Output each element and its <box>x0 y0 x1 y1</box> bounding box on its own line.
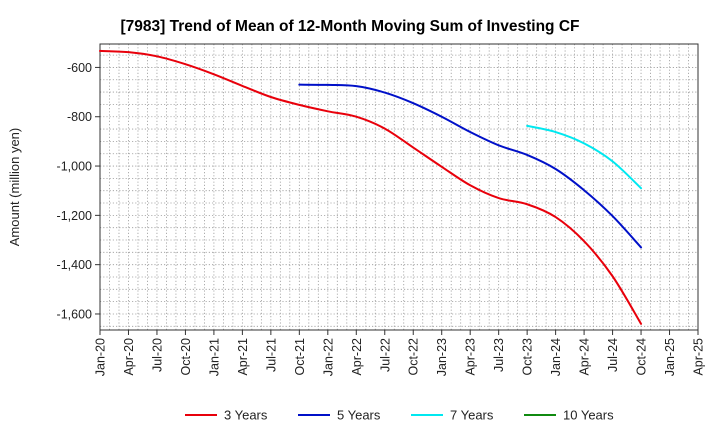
series-line-7-years <box>526 124 643 190</box>
x-tick-label: Apr-21 <box>236 338 250 376</box>
y-tick-label: -1,400 <box>57 258 92 272</box>
x-tick-label: Jan-22 <box>321 338 335 376</box>
x-tick-label: Apr-25 <box>692 338 706 376</box>
x-tick-label: Oct-22 <box>407 338 421 376</box>
x-tick-label: Oct-20 <box>179 338 193 376</box>
x-tick-label: Jan-21 <box>207 338 221 376</box>
x-tick-label: Jul-21 <box>264 338 278 372</box>
x-tick-label: Oct-24 <box>635 338 649 376</box>
x-tick-label: Jul-24 <box>606 338 620 372</box>
y-tick-label: -1,600 <box>57 307 92 321</box>
series-lines <box>99 49 643 325</box>
series-line-5-years <box>298 83 643 249</box>
x-tick-label: Oct-21 <box>293 338 307 376</box>
x-tick-label: Jan-24 <box>549 338 563 376</box>
x-tick-label: Jan-25 <box>663 338 677 376</box>
x-tick-label: Jul-22 <box>378 338 392 372</box>
x-tick-label: Apr-22 <box>350 338 364 376</box>
x-tick-label: Apr-23 <box>464 338 478 376</box>
y-tick-label: -800 <box>67 110 92 124</box>
x-tick-label: Apr-24 <box>578 338 592 376</box>
x-tick-label: Jul-20 <box>150 338 164 372</box>
legend-label-10-years: 10 Years <box>563 408 614 423</box>
legend-label-3-years: 3 Years <box>224 408 268 423</box>
y-tick-label: -1,000 <box>57 160 92 174</box>
x-tick-label: Jul-23 <box>492 338 506 372</box>
x-tick-label: Apr-20 <box>122 338 136 376</box>
legend-label-7-years: 7 Years <box>450 408 494 423</box>
y-tick-label: -1,200 <box>57 209 92 223</box>
plot-area <box>100 44 698 330</box>
x-tick-label: Jan-20 <box>94 338 108 376</box>
x-axis: Jan-20 Apr-20 Jul-20 Oct-20 Jan-21 Apr-21 Jul-… <box>94 330 706 376</box>
x-tick-label: Oct-23 <box>521 338 535 376</box>
y-axis-label: Amount (million yen) <box>7 128 22 247</box>
y-axis: -600 -800 -1,000 -1,200 -1,400 -1,600 <box>57 61 100 321</box>
plot-border <box>99 43 699 331</box>
y-tick-label: -600 <box>67 61 92 75</box>
x-tick-label: Jan-23 <box>435 338 449 376</box>
chart-title: [7983] Trend of Mean of 12-Month Moving … <box>121 18 580 35</box>
series-line-3-years <box>99 49 643 325</box>
legend: 3 Years 5 Years 7 Years 10 Years <box>185 408 614 423</box>
grid <box>100 44 698 330</box>
legend-label-5-years: 5 Years <box>337 408 381 423</box>
